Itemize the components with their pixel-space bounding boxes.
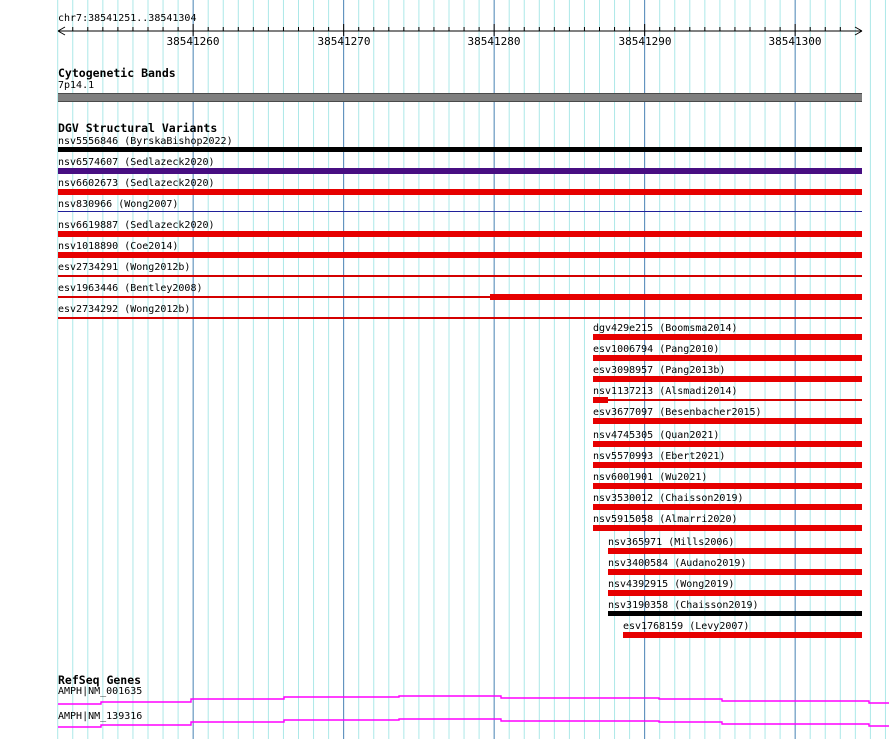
variant-label[interactable]: esv2734291 (Wong2012b) [58, 262, 191, 273]
variant-label[interactable]: esv1963446 (Bentley2008) [58, 283, 203, 294]
ruler-tick-label: 38541270 [317, 35, 371, 48]
variant-bar[interactable] [58, 147, 862, 152]
ruler-tick-label: 38541290 [618, 35, 672, 48]
variant-label[interactable]: esv3098957 (Pang2013b) [593, 365, 726, 376]
gene-label[interactable]: AMPH|NM_139316 [58, 711, 143, 722]
variant-label[interactable]: esv3677097 (Besenbacher2015) [593, 407, 762, 418]
variant-label[interactable]: nsv3530012 (Chaisson2019) [593, 493, 744, 504]
ruler-tick-label: 38541260 [166, 35, 220, 48]
variant-label[interactable]: nsv6574607 (Sedlazeck2020) [58, 157, 215, 168]
variant-label[interactable]: nsv5556846 (ByrskaBishop2022) [58, 136, 233, 147]
variant-bar[interactable] [593, 462, 862, 468]
variant-bar[interactable] [608, 569, 862, 575]
variant-label[interactable]: nsv830966 (Wong2007) [58, 199, 179, 210]
gene-model-line[interactable] [58, 718, 889, 728]
cytoband-label: 7p14.1 [58, 80, 95, 91]
ruler-tick-label: 38541280 [467, 35, 521, 48]
variant-bar[interactable] [58, 189, 862, 195]
variant-bar[interactable] [490, 294, 862, 300]
variant-bar[interactable] [58, 296, 490, 298]
ruler-right-arrow-icon [854, 30, 863, 36]
variant-bar[interactable] [593, 441, 862, 447]
gene-label[interactable]: AMPH|NM_001635 [58, 686, 143, 697]
variant-bar[interactable] [623, 632, 862, 638]
variant-bar[interactable] [593, 355, 862, 361]
variant-bar[interactable] [58, 231, 862, 237]
ruler-right-arrow-icon [854, 26, 863, 32]
variant-label[interactable]: nsv365971 (Mills2006) [608, 537, 735, 548]
gene-model-line[interactable] [58, 695, 889, 705]
variant-label[interactable]: nsv4392915 (Wong2019) [608, 579, 735, 590]
ruler-left-arrow-icon [57, 26, 66, 32]
variant-bar[interactable] [58, 211, 862, 212]
variant-label[interactable]: nsv1137213 (Alsmadi2014) [593, 386, 738, 397]
variant-bar[interactable] [608, 590, 862, 596]
variant-bar[interactable] [593, 483, 862, 489]
variant-label[interactable]: nsv3400584 (Audano2019) [608, 558, 747, 569]
ruler-tick-label: 38541300 [768, 35, 822, 48]
track-header-cytogenetic-bands: Cytogenetic Bands [58, 66, 176, 80]
variant-bar[interactable] [593, 418, 862, 424]
variant-bar[interactable] [593, 334, 862, 340]
variant-bar[interactable] [608, 611, 862, 616]
variant-bar[interactable] [608, 399, 862, 401]
track-header-refseq-genes: RefSeq Genes [58, 673, 142, 687]
variant-bar[interactable] [593, 504, 862, 510]
variant-label[interactable]: nsv5570993 (Ebert2021) [593, 451, 726, 462]
ruler-left-arrow-icon [57, 30, 66, 36]
variant-label[interactable]: nsv6602673 (Sedlazeck2020) [58, 178, 215, 189]
variant-bar[interactable] [608, 548, 862, 554]
variant-label[interactable]: esv1006794 (Pang2010) [593, 344, 720, 355]
variant-bar[interactable] [58, 168, 862, 174]
track-header-dgv-structural-variants: DGV Structural Variants [58, 121, 218, 135]
variant-label[interactable]: esv1768159 (Levy2007) [623, 621, 750, 632]
variant-bar[interactable] [58, 252, 862, 258]
variant-label[interactable]: esv2734292 (Wong2012b) [58, 304, 191, 315]
variant-label[interactable]: nsv5915058 (Almarri2020) [593, 514, 738, 525]
variant-bar[interactable] [593, 397, 608, 403]
variant-bar[interactable] [593, 376, 862, 382]
variant-bar[interactable] [58, 275, 862, 277]
region-title: chr7:38541251..38541304 [58, 13, 197, 24]
cytoband-bar[interactable] [58, 93, 862, 102]
variant-label[interactable]: nsv1018890 (Coe2014) [58, 241, 179, 252]
variant-label[interactable]: nsv4745305 (Quan2021) [593, 430, 720, 441]
variant-bar[interactable] [593, 525, 862, 531]
variant-label[interactable]: dgv429e215 (Boomsma2014) [593, 323, 738, 334]
variant-label[interactable]: nsv6001901 (Wu2021) [593, 472, 708, 483]
variant-label[interactable]: nsv3190358 (Chaisson2019) [608, 600, 759, 611]
variant-label[interactable]: nsv6619887 (Sedlazeck2020) [58, 220, 215, 231]
variant-bar[interactable] [58, 317, 862, 319]
